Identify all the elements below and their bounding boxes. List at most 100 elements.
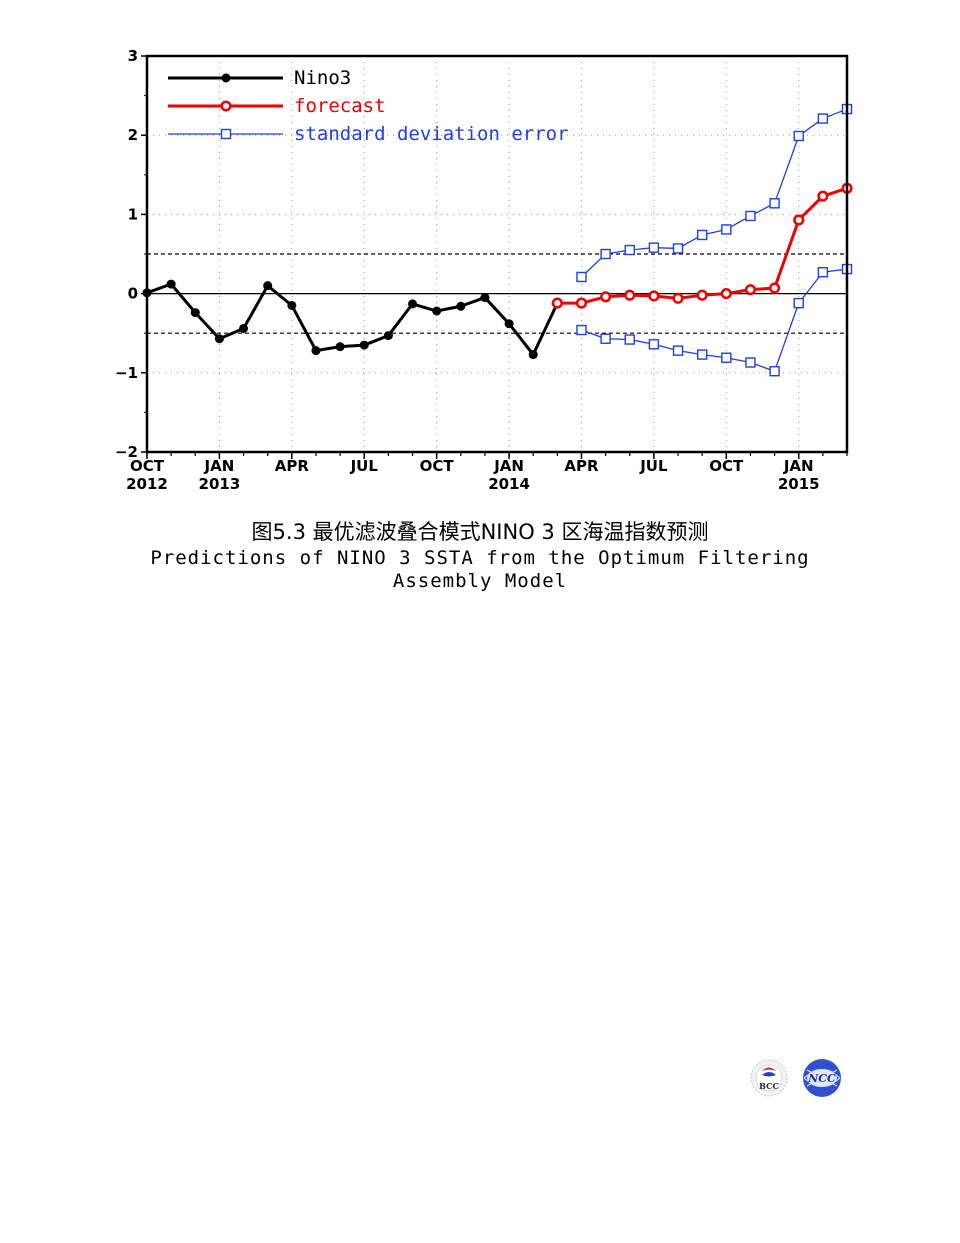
x-tick-label: OCT <box>420 457 455 475</box>
caption-english-line-1: Predictions of NINO 3 SSTA from the Opti… <box>150 547 810 569</box>
series-line <box>146 282 559 357</box>
data-point <box>672 345 684 356</box>
x-tick-year-label: 2014 <box>488 475 530 493</box>
x-tick-label: APR <box>564 457 599 475</box>
series-standard-deviation-error-upper <box>576 103 853 283</box>
data-point <box>721 224 732 235</box>
legend: Nino3 forecast standard deviation error <box>168 67 569 145</box>
data-point <box>600 248 611 260</box>
figure-caption-english: Predictions of NINO 3 SSTA from the Opti… <box>0 547 960 593</box>
legend-entry: standard deviation error <box>168 123 569 145</box>
data-point <box>817 113 829 124</box>
y-tick-label: −1 <box>115 364 138 382</box>
data-point <box>600 291 612 303</box>
institution-logos: BCC NCC <box>750 1059 841 1097</box>
data-point <box>624 244 635 256</box>
bcc-logo-text: BCC <box>759 1081 779 1091</box>
y-tick-label: 1 <box>128 205 138 223</box>
series-line <box>557 186 848 305</box>
data-point <box>817 190 829 202</box>
data-point <box>793 130 804 142</box>
data-point <box>576 271 587 283</box>
data-point <box>648 339 660 350</box>
data-point <box>624 289 636 301</box>
bcc-logo: BCC <box>750 1059 788 1097</box>
data-point <box>769 198 780 209</box>
y-tick-label: 3 <box>128 47 138 65</box>
x-tick-label: JUL <box>350 457 379 475</box>
data-point <box>720 288 732 300</box>
y-tick-label: 2 <box>128 126 138 144</box>
ncc-logo-text: NCC <box>807 1072 836 1085</box>
data-point <box>221 73 231 83</box>
data-point <box>220 100 232 112</box>
data-point <box>166 279 176 289</box>
data-point <box>504 319 514 329</box>
x-tick-label: OCT <box>709 457 744 475</box>
data-point <box>600 333 611 344</box>
series-line <box>581 108 848 278</box>
data-point <box>744 284 756 296</box>
data-point <box>408 299 418 309</box>
x-tick-label: JAN <box>204 457 235 475</box>
x-tick-label: JAN <box>783 457 814 475</box>
x-tick-year-label: 2015 <box>778 475 820 493</box>
data-point <box>190 308 200 318</box>
figure-caption-chinese: 图5.3 最优滤波叠合模式NINO 3 区海温指数预测 <box>251 520 709 544</box>
series-line <box>581 268 848 372</box>
series-forecast <box>551 182 853 309</box>
data-point <box>575 297 588 309</box>
data-point <box>648 242 660 253</box>
legend-label: Nino3 <box>294 67 351 89</box>
data-point <box>624 334 635 345</box>
data-point <box>745 210 756 222</box>
data-point <box>359 340 369 350</box>
data-point <box>696 289 708 301</box>
data-point <box>239 323 249 333</box>
data-point <box>311 346 321 356</box>
data-point <box>480 293 490 303</box>
data-point <box>432 306 442 316</box>
ncc-logo: NCC <box>803 1059 841 1097</box>
data-point <box>383 331 393 341</box>
y-tick-label: −2 <box>115 443 138 461</box>
data-point <box>745 357 756 368</box>
legend-entry: Nino3 <box>168 67 351 89</box>
data-point <box>220 128 232 140</box>
data-point <box>214 334 224 344</box>
y-tick-label: 0 <box>128 285 138 303</box>
x-tick-label: JUL <box>639 457 668 475</box>
data-point <box>528 350 538 360</box>
data-point <box>287 300 297 310</box>
legend-label: forecast <box>294 95 386 117</box>
x-tick-label: JAN <box>493 457 524 475</box>
data-point <box>648 290 660 302</box>
caption-english-line-2: Assembly Model <box>392 570 568 592</box>
data-point <box>551 297 563 309</box>
data-point <box>721 352 732 363</box>
data-point <box>769 366 780 377</box>
data-point <box>769 282 781 294</box>
x-tick-label: OCT <box>130 457 165 475</box>
legend-entry: forecast <box>168 95 386 117</box>
series-nino3 <box>142 279 562 360</box>
data-point <box>672 243 684 254</box>
data-point <box>456 301 466 311</box>
series-standard-deviation-error-lower <box>576 263 853 377</box>
data-point <box>793 214 805 226</box>
reference-lines <box>147 253 847 334</box>
data-point <box>576 324 587 336</box>
data-point <box>817 267 829 278</box>
data-point <box>263 281 273 291</box>
legend-label: standard deviation error <box>294 123 569 145</box>
data-point <box>696 229 708 241</box>
x-tick-year-label: 2012 <box>126 475 168 493</box>
data-point <box>335 342 345 352</box>
x-tick-year-label: 2013 <box>199 475 241 493</box>
x-tick-label: APR <box>275 457 310 475</box>
data-point <box>793 297 804 309</box>
data-point <box>696 349 708 360</box>
data-point <box>672 292 684 304</box>
